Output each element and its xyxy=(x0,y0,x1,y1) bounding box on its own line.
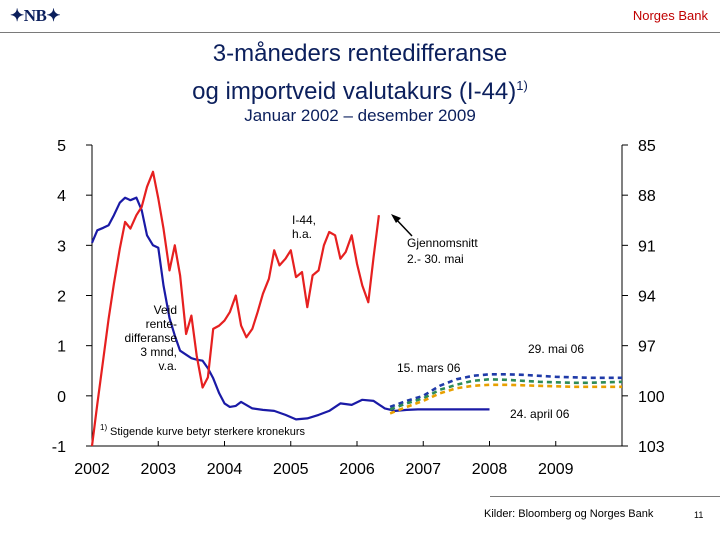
spread-label: v.a. xyxy=(159,359,177,373)
title-line-2: og importveid valutakurs (I-44)1) xyxy=(0,70,720,108)
right-tick-label: 94 xyxy=(638,289,656,306)
x-tick-label: 2007 xyxy=(405,461,441,478)
chart-title: 3-måneders rentedifferanse og importveid… xyxy=(0,38,720,108)
logo-text: NB xyxy=(23,6,47,25)
right-tick-label: 88 xyxy=(638,188,656,205)
footnote-marker: 1) xyxy=(100,423,107,432)
left-tick-label: 0 xyxy=(57,389,66,406)
left-tick-label: 1 xyxy=(57,339,66,356)
left-tick-label: 4 xyxy=(57,188,66,205)
series-line-24-april-06 xyxy=(389,383,622,415)
average-label: 2.- 30. mai xyxy=(407,252,464,266)
left-tick-label: -1 xyxy=(52,439,66,456)
spread-label: rente- xyxy=(146,317,177,331)
left-tick-label: 5 xyxy=(57,138,66,155)
bank-name: Norges Bank xyxy=(632,8,708,23)
spread-label: Veid xyxy=(154,303,177,317)
header-divider xyxy=(0,32,720,33)
average-label: Gjennomsnitt xyxy=(407,236,478,250)
annotation-arrowhead xyxy=(391,214,401,223)
series-line-i-44 xyxy=(90,170,380,447)
right-tick-label: 91 xyxy=(638,238,656,255)
x-tick-label: 2009 xyxy=(538,461,574,478)
x-tick-label: 2004 xyxy=(207,461,243,478)
x-tick-label: 2003 xyxy=(140,461,176,478)
footer-divider xyxy=(490,496,720,497)
label-15-mars-06: 15. mars 06 xyxy=(397,361,461,375)
spread-label: differanse xyxy=(125,331,178,345)
title-footnote-marker: 1) xyxy=(516,78,528,93)
left-tick-label: 2 xyxy=(57,289,66,306)
title-line-2-text: og importveid valutakurs (I-44) xyxy=(192,78,517,105)
i44-label: h.a. xyxy=(292,227,312,241)
x-tick-label: 2002 xyxy=(74,461,110,478)
right-tick-label: 103 xyxy=(638,439,665,456)
x-tick-label: 2006 xyxy=(339,461,375,478)
right-tick-label: 100 xyxy=(638,389,665,406)
norges-bank-logo: ✦NB✦ xyxy=(10,6,61,25)
page-number: 11 xyxy=(694,510,704,520)
i44-label: I-44, xyxy=(292,213,316,227)
label-29-mai-06: 29. mai 06 xyxy=(528,342,584,356)
right-tick-label: 85 xyxy=(638,138,656,155)
x-tick-label: 2005 xyxy=(273,461,309,478)
title-line-1: 3-måneders rentedifferanse xyxy=(212,40,508,67)
x-tick-label: 2008 xyxy=(472,461,508,478)
right-tick-label: 97 xyxy=(638,339,656,356)
series-line-veid-rentedifferanse-3-mnd xyxy=(90,196,490,421)
left-tick-label: 3 xyxy=(57,238,66,255)
label-24-april-06: 24. april 06 xyxy=(510,407,570,421)
footnote-text: Stigende kurve betyr sterkere kronekurs xyxy=(110,426,306,438)
sources-note: Kilder: Bloomberg og Norges Bank xyxy=(484,508,654,520)
chart-subtitle: Januar 2002 – desember 2009 xyxy=(244,106,476,125)
series-line-15-mars-06 xyxy=(389,377,623,411)
series-line-29-mai-06 xyxy=(389,372,622,409)
spread-label: 3 mnd, xyxy=(140,345,177,359)
